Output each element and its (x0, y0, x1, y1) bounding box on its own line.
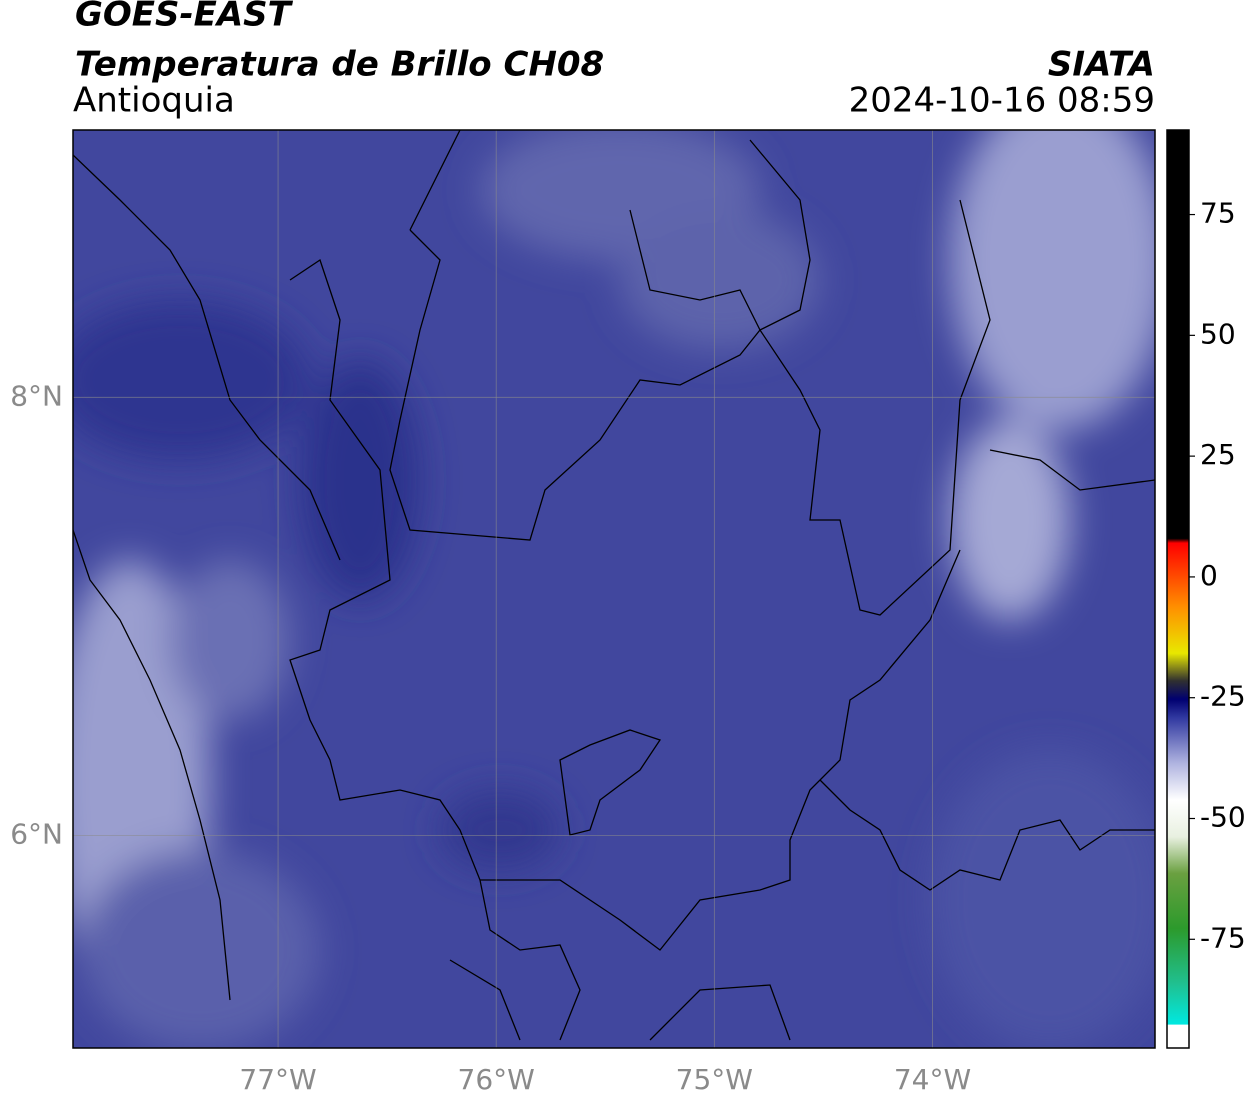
region: Antioquia (73, 81, 235, 121)
lat-label: 8°N (10, 379, 63, 412)
colorbar-tick-label: 50 (1200, 317, 1236, 350)
datetime: 2024-10-16 08:59 (849, 81, 1155, 121)
colorbar (1166, 129, 1190, 1049)
title: GOES-EAST (75, 0, 294, 35)
colorbar-tick-label: 75 (1200, 197, 1236, 230)
lon-label: 74°W (894, 1063, 971, 1096)
lon-label: 75°W (676, 1063, 753, 1096)
subtitle: Temperatura de Brillo CH08 (75, 45, 604, 85)
lat-label: 6°N (10, 817, 63, 850)
colorbar-tick-label: -75 (1200, 921, 1246, 954)
colorbar-tick-label: 0 (1200, 559, 1218, 592)
map-image (73, 130, 1155, 1048)
colorbar-tick-label: -50 (1200, 801, 1246, 834)
colorbar-tick-label: 25 (1200, 438, 1236, 471)
grid (73, 130, 1155, 1048)
colorbar-tick-label: -25 (1200, 680, 1246, 713)
lon-label: 76°W (458, 1063, 535, 1096)
lon-label: 77°W (239, 1063, 316, 1096)
map-frame (72, 129, 1156, 1049)
source: SIATA (1048, 45, 1155, 85)
